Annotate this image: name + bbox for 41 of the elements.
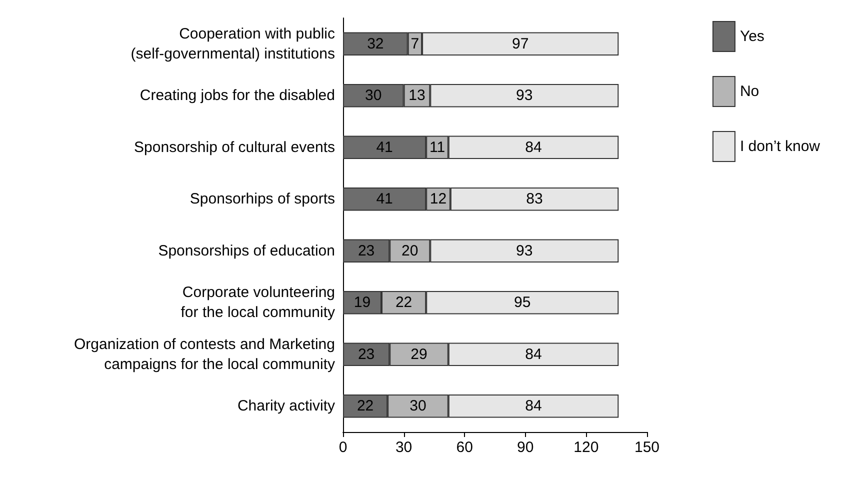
data-label: 12 <box>430 190 447 208</box>
data-label: 19 <box>354 294 371 312</box>
data-label: 7 <box>410 35 420 52</box>
y-tick-label: Sponsorships of education <box>158 242 335 260</box>
legend-label: Yes <box>740 28 764 45</box>
legend-label: No <box>740 83 760 100</box>
data-label: 13 <box>408 87 426 104</box>
data-label: 20 <box>402 242 418 260</box>
data-label: 30 <box>365 87 382 104</box>
x-tick-label: 90 <box>517 439 534 456</box>
y-tick-label: Sponsorship of cultural events <box>134 138 335 156</box>
data-label: 83 <box>526 190 543 208</box>
legend-label: I don’t know <box>740 138 820 155</box>
x-tick-label: 150 <box>634 439 660 456</box>
data-label: 93 <box>516 87 533 104</box>
y-tick-label: Sponsorhips of sports <box>190 190 335 208</box>
y-tick-label: Cooperation with public (self-governmental) institutions <box>130 25 336 62</box>
y-tick-label: Creating jobs for the disabled <box>140 87 335 104</box>
data-label: 97 <box>512 35 529 52</box>
y-tick-label: Corporate volunteering for the local community <box>180 284 336 322</box>
y-tick-label: Organization of contests and Marketing campaigns for the local community <box>74 336 336 373</box>
data-label: 32 <box>367 35 384 52</box>
data-label: 23 <box>358 346 375 363</box>
data-label: 30 <box>410 398 426 415</box>
data-label: 84 <box>525 138 542 156</box>
x-tick-label: 30 <box>395 439 412 456</box>
y-tick-label: Charity activity <box>237 398 336 415</box>
x-tick-label: 0 <box>338 439 348 456</box>
data-label: 23 <box>358 242 375 260</box>
data-label: 93 <box>516 242 533 260</box>
data-label: 84 <box>525 398 542 415</box>
data-label: 84 <box>525 346 542 363</box>
x-tick-label: 120 <box>574 439 599 456</box>
data-label: 95 <box>514 294 531 312</box>
data-label: 22 <box>356 398 374 415</box>
data-label: 22 <box>395 294 412 312</box>
data-label: 41 <box>376 138 393 156</box>
data-label: 11 <box>429 138 446 156</box>
data-label: 41 <box>376 190 393 208</box>
x-tick-label: 60 <box>456 439 473 456</box>
data-label: 29 <box>410 346 428 363</box>
